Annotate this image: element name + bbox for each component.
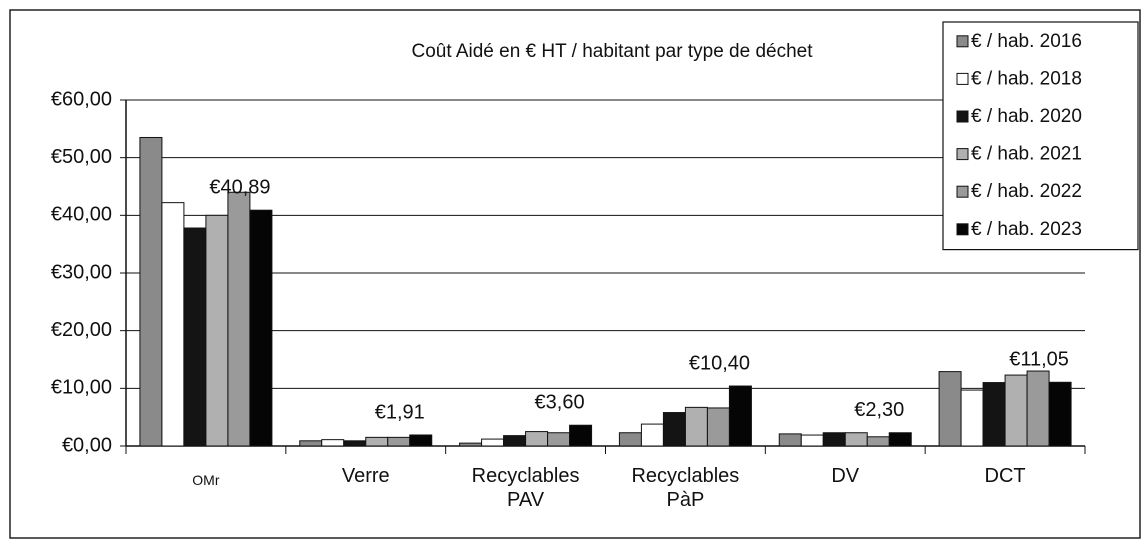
bar [844, 432, 868, 447]
y-tick-label: €50,00 [51, 146, 112, 168]
y-tick-label: €10,00 [51, 377, 112, 399]
y-tick-label: €40,00 [51, 204, 112, 226]
bar [481, 438, 505, 447]
bar [525, 431, 549, 447]
bar [1048, 381, 1072, 447]
data-label: €3,60 [535, 392, 585, 414]
bar [139, 136, 163, 447]
bar [387, 436, 411, 447]
bar [299, 440, 323, 447]
legend-swatch [956, 223, 969, 236]
legend-swatch [956, 148, 969, 161]
bar [343, 440, 367, 447]
bar [662, 412, 686, 447]
bar [1026, 370, 1050, 447]
legend-swatch [956, 185, 969, 198]
x-tick-label: OMr [192, 472, 220, 488]
bar [227, 191, 251, 447]
legend-label: € / hab. 2018 [971, 68, 1082, 89]
bar [409, 434, 433, 447]
bar [618, 432, 642, 447]
bar [728, 385, 752, 447]
x-tick-label: Recyclables PAV [471, 465, 580, 511]
bar [547, 432, 571, 447]
bar [569, 424, 593, 447]
bar [205, 214, 229, 447]
y-tick-label: €20,00 [51, 319, 112, 341]
bar [822, 432, 846, 447]
legend-box [942, 21, 1139, 251]
bar [183, 227, 207, 447]
bar [503, 435, 527, 447]
bar [459, 442, 483, 447]
legend-swatch [956, 110, 969, 123]
legend-swatch [956, 72, 969, 85]
bar [365, 436, 389, 447]
legend-label: € / hab. 2020 [971, 106, 1082, 127]
data-label: €40,89 [209, 176, 270, 198]
bar [321, 439, 345, 447]
data-label: €1,91 [375, 401, 425, 423]
x-tick-label: DCT [984, 465, 1026, 487]
y-tick-label: €30,00 [51, 261, 112, 283]
bar [1004, 374, 1028, 447]
y-tick-label: €0,00 [62, 434, 112, 456]
chart-title: Coût Aidé en € HT / habitant par type de… [411, 41, 813, 62]
bar [888, 432, 912, 447]
bar [800, 434, 824, 447]
bar [249, 209, 273, 447]
bar [778, 433, 802, 447]
x-tick-label: Recyclables PàP [631, 465, 740, 511]
bar [161, 202, 185, 447]
y-tick-label: €60,00 [51, 88, 112, 110]
bar [684, 406, 708, 447]
bar [982, 382, 1006, 447]
bar [960, 389, 984, 447]
bar [938, 371, 962, 447]
legend-label: € / hab. 2023 [971, 219, 1082, 240]
bar [866, 436, 890, 447]
legend-label: € / hab. 2016 [971, 31, 1082, 52]
x-tick-label: DV [831, 465, 860, 487]
legend-label: € / hab. 2021 [971, 144, 1082, 165]
legend-label: € / hab. 2022 [971, 181, 1082, 202]
bar [706, 407, 730, 447]
data-label: €11,05 [1009, 349, 1069, 371]
data-label: €2,30 [854, 399, 904, 421]
legend-swatch [956, 35, 969, 48]
data-label: €10,40 [689, 352, 750, 374]
bar [640, 423, 664, 447]
x-tick-label: Verre [341, 465, 390, 487]
